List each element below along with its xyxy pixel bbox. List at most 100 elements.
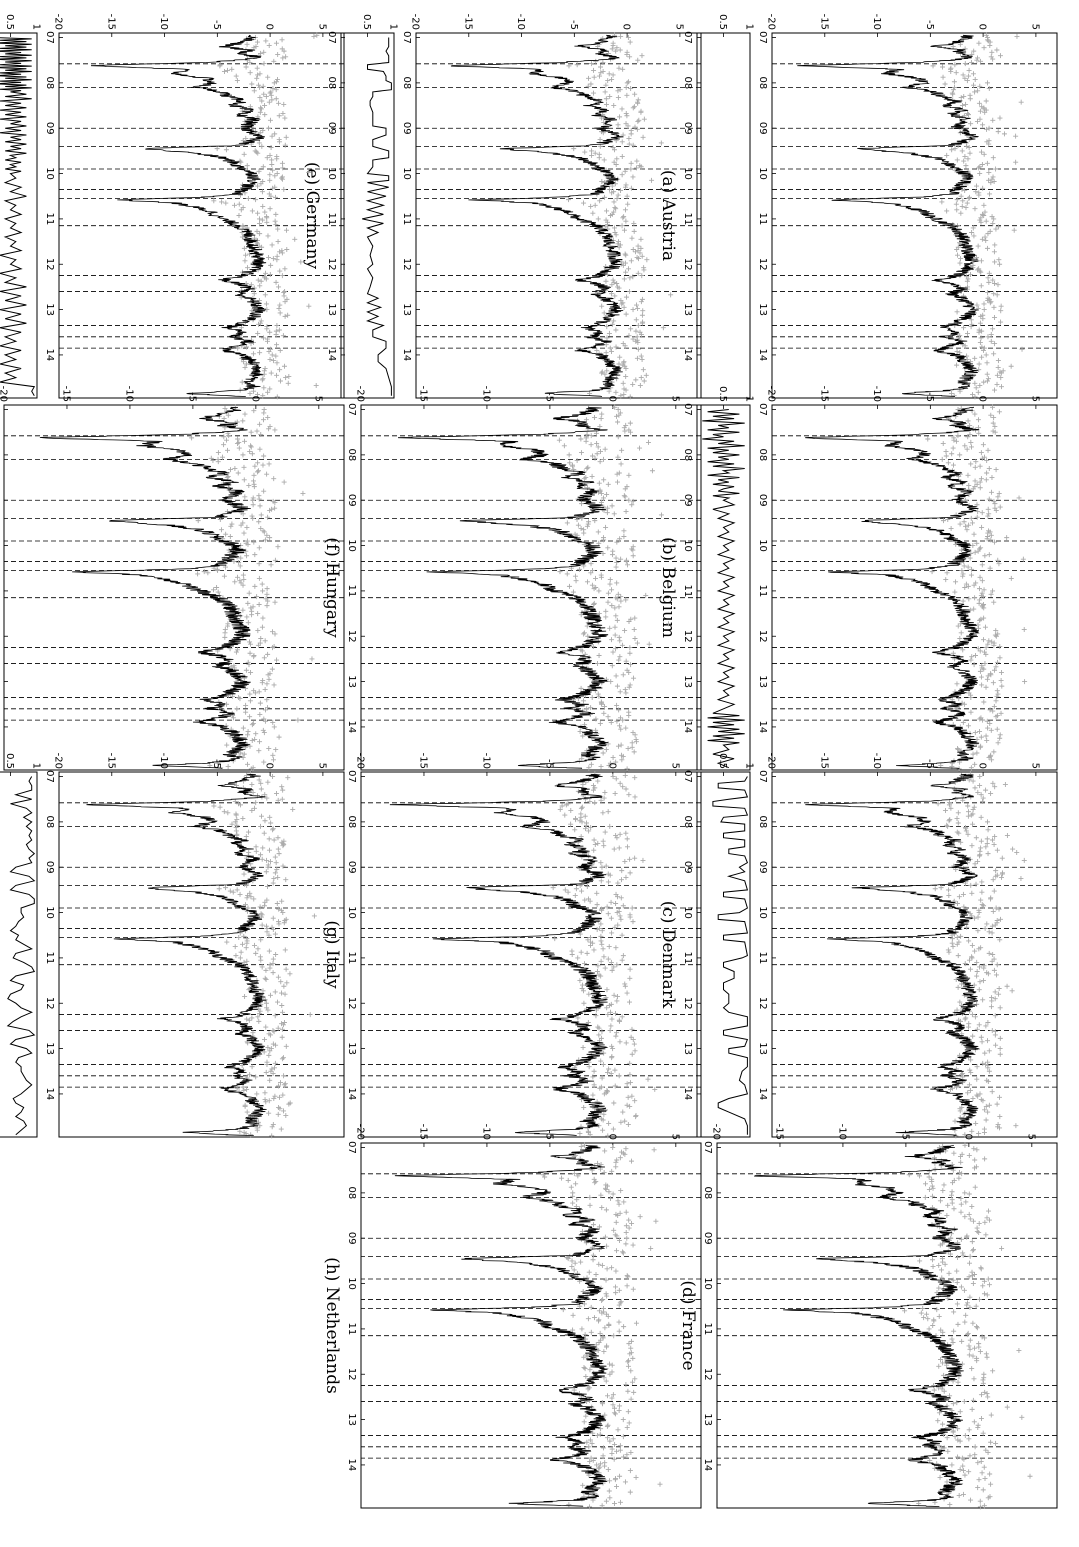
panel-a-observed-point	[968, 271, 974, 277]
panel-c-observed-point	[969, 955, 975, 961]
panel-c-observed-point	[994, 847, 1000, 853]
panel-b-observed-point	[972, 464, 978, 470]
panel-c-observed-point	[972, 861, 978, 867]
panel-d-main-xtick-label: 10	[702, 1277, 713, 1290]
panel-f-observed-point	[589, 694, 595, 700]
panel-d-observed-point	[977, 1349, 983, 1355]
panel-c-observed-point	[945, 823, 951, 829]
panel-h-observed-point	[618, 1188, 624, 1194]
panel-g-observed-point	[613, 1033, 619, 1039]
panel-g-observed-point	[608, 1023, 614, 1029]
panel-b-observed-point	[1020, 556, 1026, 562]
panel-b-observed-point	[961, 701, 967, 707]
panel-g-observed-point	[599, 864, 605, 870]
panel-h-observed-point	[620, 1434, 626, 1440]
panel-i-observed-point	[279, 273, 285, 279]
panel-i-observed-point	[306, 169, 312, 175]
panel-i-observed-point	[233, 73, 239, 79]
panel-c-observed-point	[974, 1026, 980, 1032]
panel-i-observed-point	[267, 206, 273, 212]
panel-d-observed-point	[969, 1406, 975, 1412]
panel-j-observed-point	[237, 696, 243, 702]
panel-b-observed-point	[960, 719, 966, 725]
panel-g-observed-point	[595, 778, 601, 784]
panel-d-observed-point	[969, 1203, 975, 1209]
panel-d-observed-point	[969, 1269, 975, 1275]
panel-g-observed-point	[610, 1126, 616, 1132]
panel-f-observed-point	[620, 717, 626, 723]
panel-f-observed-point	[607, 625, 613, 631]
panel-a-observed-point	[995, 224, 1001, 230]
panel-a-observed-point	[981, 45, 987, 51]
panel-d-observed-point	[982, 1156, 988, 1162]
panel-c-observed-point	[968, 1057, 974, 1063]
panel-a-observed-point	[984, 37, 990, 43]
panel-i-observed-point	[277, 302, 283, 308]
panel-b-observed-point	[968, 765, 974, 771]
panel-k-observed-point	[270, 826, 276, 832]
panel-h-observed-point	[611, 1333, 617, 1339]
panel-i-observed-point	[274, 156, 280, 162]
panel-b-observed-point	[955, 433, 961, 439]
panel-c-observed-point	[998, 916, 1004, 922]
panel-d-observed-point	[967, 1216, 973, 1222]
panel-g-observed-point	[602, 829, 608, 835]
panel-a-observed-point	[991, 304, 997, 310]
panel-b-observed-point	[996, 561, 1002, 567]
panel-h-observed-point	[604, 1243, 610, 1249]
panel-e-observed-point	[607, 345, 613, 351]
panel-k-observed-point	[247, 1072, 253, 1078]
panel-f-observed-point	[570, 463, 576, 469]
panel-b-observed-point	[956, 766, 962, 772]
panel-i-observed-point	[277, 347, 283, 353]
panel-c-observed-point	[959, 1040, 965, 1046]
panel-g-observed-point	[580, 1044, 586, 1050]
panel-i-observed-point	[267, 329, 273, 335]
panel-d-observed-point	[957, 1466, 963, 1472]
panel-b-observed-point	[950, 650, 956, 656]
panel-h-observed-point	[623, 1223, 629, 1229]
panel-k-observed-point	[251, 896, 257, 902]
panel-e-observed-point	[633, 249, 639, 255]
panel-j-observed-point	[257, 711, 263, 717]
panel-g-caption: (g) Italy	[322, 920, 342, 989]
panel-j-observed-point	[189, 435, 195, 441]
panel-b-observed-point	[988, 672, 994, 678]
panel-b-observed-point	[970, 543, 976, 549]
panel-c-observed-point	[997, 1035, 1003, 1041]
panel-b-observed-point	[964, 446, 970, 452]
panel-d-observed-point	[940, 1188, 946, 1194]
panel-a-observed-point	[963, 101, 969, 107]
panel-h-observed-point	[593, 1179, 599, 1185]
panel-c-observed-point	[977, 1091, 983, 1097]
panel-f-observed-point	[631, 626, 637, 632]
panel-d-observed-point	[955, 1426, 961, 1432]
panel-e-observed-point	[615, 192, 621, 198]
panel-e-observed-point	[624, 92, 630, 98]
panel-h-observed-point	[611, 1227, 617, 1233]
panel-c-observed-point	[1010, 846, 1016, 852]
panel-h-observed-point	[604, 1293, 610, 1299]
panel-j-observed-point	[225, 447, 231, 453]
panel-e-main-xtick-label: 10	[401, 167, 412, 180]
panel-d-observed-point	[978, 1415, 984, 1421]
panel-b-observed-point	[965, 418, 971, 424]
panel-f-observed-point	[603, 614, 609, 620]
panel-f-observed-point	[617, 715, 623, 721]
panel-c-observed-point	[965, 1090, 971, 1096]
panel-b-observed-point	[990, 428, 996, 434]
panel-b-observed-point	[977, 728, 983, 734]
panel-d-observed-point	[958, 1284, 964, 1290]
panel-a-observed-point	[978, 215, 984, 221]
panel-e-observed-point	[613, 161, 619, 167]
panel-d-observed-point	[958, 1159, 964, 1165]
panel-i-observed-point	[298, 259, 304, 265]
panel-b-observed-point	[961, 563, 967, 569]
panel-e-observed-point	[635, 346, 641, 352]
panel-h-observed-point	[626, 1225, 632, 1231]
panel-b-observed-point	[966, 482, 972, 488]
panel-e-observed-point	[610, 72, 616, 78]
panel-j-observed-point	[215, 450, 221, 456]
panel-a-observed-point	[944, 208, 950, 214]
panel-h-main-ytick-label: -15	[417, 1124, 428, 1140]
